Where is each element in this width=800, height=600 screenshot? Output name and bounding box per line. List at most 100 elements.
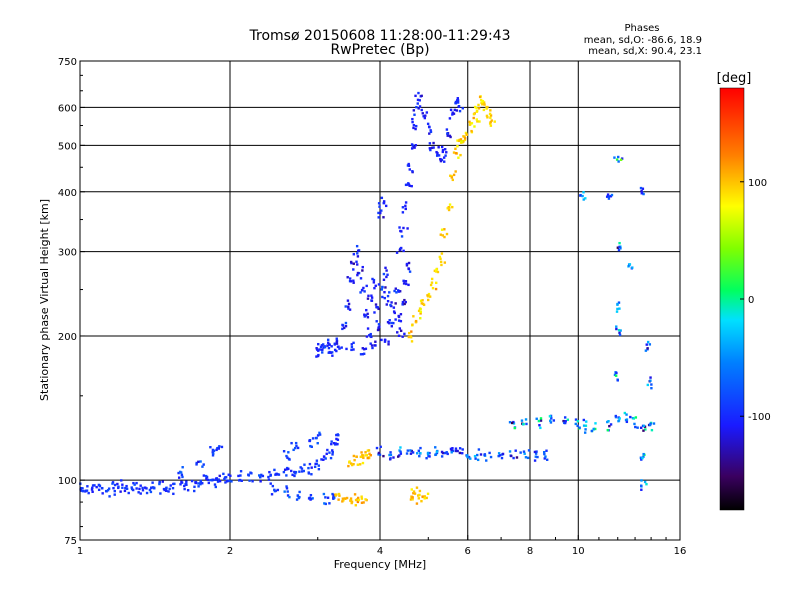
echo-point [408,168,411,171]
echo-point [411,170,414,173]
echo-point [310,466,313,469]
echo-point [390,301,393,304]
echo-point [403,332,406,336]
echo-point [344,324,348,328]
echo-point [429,130,433,134]
echo-point [383,296,386,300]
echo-point [302,469,305,473]
echo-point [618,241,621,245]
echo-point [367,449,371,452]
echo-point [380,209,383,212]
echo-point [93,484,96,487]
echo-point [356,498,359,501]
echo-point [418,493,421,497]
echo-point [384,266,387,270]
echo-point [389,453,393,457]
echo-point [90,488,94,491]
echo-point [479,453,483,456]
echo-point [434,453,438,456]
echo-point [421,495,424,498]
echo-point [441,451,445,455]
echo-point [579,194,582,197]
echo-point [456,99,459,102]
echo-point [403,298,406,302]
echo-point [352,454,356,458]
echo-point [429,129,432,132]
echo-point [356,255,360,258]
echo-point [137,491,140,494]
echo-point [426,294,429,297]
echo-point [383,290,386,294]
echo-point [410,184,413,188]
echo-point [426,122,430,126]
echo-point [420,108,423,112]
echo-point [454,101,457,105]
echo-point [423,116,427,120]
echo-point [454,447,458,450]
echo-point [362,352,366,355]
echo-point [318,431,321,435]
echo-point [640,479,643,482]
echo-point [193,485,196,489]
echo-point [259,475,262,479]
echo-point [397,319,401,322]
echo-point [523,452,526,455]
echo-point [352,279,355,282]
echo-point [482,108,486,112]
echo-point [393,311,396,315]
echo-point [381,295,384,299]
echo-point [350,345,354,349]
echo-point [539,417,543,420]
echo-point [399,452,403,455]
echo-point [288,495,291,499]
echo-point [646,347,649,350]
echo-point [402,282,406,285]
plot-grid [80,61,680,540]
echo-point [291,473,294,477]
echo-point [451,178,455,182]
echo-point [524,456,528,459]
echo-point [384,204,388,208]
echo-point [464,131,468,135]
echo-point [369,342,372,345]
echo-point [639,426,643,429]
echo-point [481,99,485,103]
echo-point [616,379,619,382]
echo-point [477,103,480,107]
echo-point [628,263,632,266]
echo-point [404,280,407,283]
echo-point [411,498,414,501]
echo-point [179,471,183,474]
echo-point [574,422,577,426]
echo-point [199,460,202,463]
echo-point [370,299,374,302]
echo-point [369,453,372,457]
echo-point [349,497,353,500]
echo-point [389,457,392,460]
echo-point [426,452,430,456]
echo-point [382,201,386,205]
echo-point [190,479,194,483]
echo-point [317,353,320,357]
echo-point [398,290,402,293]
echo-point [435,450,439,453]
echo-point [582,424,586,427]
echo-point [451,447,454,450]
echo-point [434,446,437,449]
echo-point [576,419,580,423]
echo-point [378,453,382,456]
echo-point [335,340,338,343]
echo-point [211,479,214,482]
echo-point [251,480,254,483]
echo-point [377,202,381,205]
echo-point [428,142,432,145]
echo-point [328,502,331,505]
echo-point [86,485,89,488]
echo-point [617,248,621,252]
echo-point [317,464,320,467]
echo-point [470,129,473,133]
echo-point [394,302,397,305]
echo-point [98,484,102,487]
echo-point [448,206,451,209]
echo-point [581,194,584,198]
